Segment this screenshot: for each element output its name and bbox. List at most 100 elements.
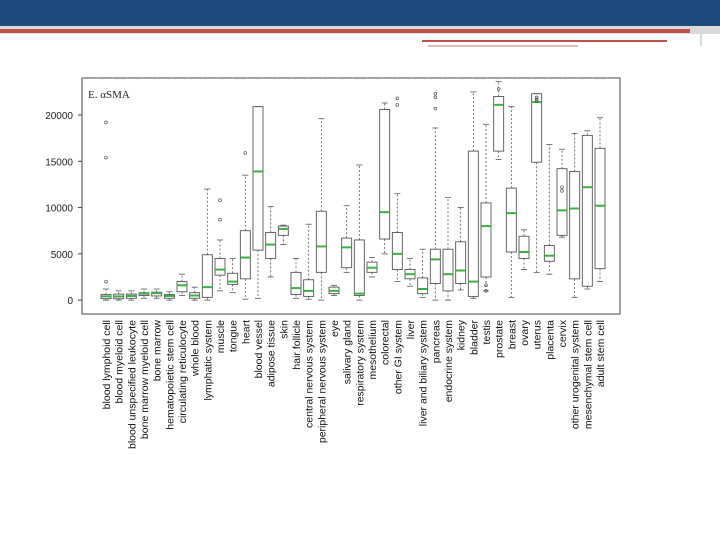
x-tick-label: bone marrow myeloid cell <box>139 320 151 439</box>
x-tick-label: skin <box>278 320 290 339</box>
box <box>493 96 505 152</box>
outlier-point <box>534 97 539 102</box>
x-axis-labels: blood lymphoid cell blood myeloid cell blo… <box>101 319 607 449</box>
outlier-point <box>243 151 248 155</box>
y-axis: 0 5000 10000 15000 20000 <box>45 111 82 307</box>
x-tick-label: testis <box>481 320 493 345</box>
chart-title: E. αSMA <box>88 89 130 101</box>
box <box>429 248 441 284</box>
x-tick-label: mesenchymal stem cell <box>582 320 594 429</box>
x-tick-label: blood vessel <box>253 320 265 378</box>
x-tick-label: whole blood <box>190 320 202 377</box>
x-tick-label: central nervous system <box>304 320 316 428</box>
y-tick-label: 0 <box>67 296 73 307</box>
boxes <box>100 93 606 300</box>
x-tick-label: bladder <box>468 320 480 356</box>
x-tick-label: endocrine system <box>443 320 455 403</box>
outlier-point <box>395 103 400 107</box>
y-tick-label: 5000 <box>51 250 74 261</box>
x-tick-label: peripheral nervous system <box>316 320 328 443</box>
box <box>201 254 213 298</box>
x-tick-label: heart <box>240 320 252 344</box>
slide-header-accent-stripe <box>0 29 690 33</box>
box <box>594 147 606 270</box>
box <box>531 93 543 163</box>
x-tick-label: salivary gland <box>342 320 354 384</box>
x-tick-label: hair follicle <box>291 320 303 370</box>
box <box>467 150 479 297</box>
outlier-point <box>433 106 438 111</box>
decorative-tick <box>700 34 702 46</box>
x-tick-label: adult stem cell <box>595 320 607 387</box>
box <box>176 281 188 293</box>
outlier-point <box>218 217 222 222</box>
x-tick-label: mesothelium <box>367 320 379 380</box>
slide-header-band <box>0 0 720 26</box>
x-tick-label: circulating reticulocyte <box>177 320 189 423</box>
x-tick-label: hematopoietic stem cell <box>164 320 176 430</box>
box <box>239 230 251 280</box>
medians <box>101 101 605 298</box>
box <box>379 109 391 240</box>
x-tick-label: ovary <box>519 319 531 345</box>
x-tick-label: placenta <box>544 320 556 360</box>
plot-frame <box>81 77 621 315</box>
x-tick-label: blood unspecified leukocyte <box>126 320 138 449</box>
outlier-point <box>433 95 438 100</box>
whiskers <box>103 81 603 301</box>
x-tick-label: tongue <box>228 320 240 352</box>
box <box>391 232 403 271</box>
box <box>417 277 429 295</box>
outlier-point <box>496 87 501 91</box>
x-tick-label: pancreas <box>430 320 442 363</box>
x-tick-label: bone marrow <box>152 320 164 382</box>
x-tick-label: cervix <box>557 319 569 347</box>
outlier-point <box>560 185 564 189</box>
box <box>480 202 492 278</box>
x-tick-label: breast <box>506 320 518 349</box>
outlier-point <box>104 155 108 160</box>
x-tick-label: lymphatic system <box>202 320 214 401</box>
outlier-point <box>560 189 564 193</box>
decorative-line <box>428 45 578 47</box>
x-tick-label: liver and biliary system <box>418 320 430 426</box>
box <box>455 241 467 284</box>
box <box>277 225 289 236</box>
box <box>252 106 264 251</box>
x-tick-label: other GI system <box>392 320 404 394</box>
x-tick-label: liver <box>405 320 417 340</box>
outlier-point <box>534 99 539 103</box>
y-tick-label: 10000 <box>45 204 73 215</box>
x-tick-label: uterus <box>532 320 544 349</box>
x-tick-label: adipose tissue <box>266 320 278 387</box>
x-tick-label: kidney <box>456 319 468 350</box>
y-tick-label: 20000 <box>45 111 73 122</box>
outlier-point <box>433 91 438 96</box>
outlier-point <box>104 120 108 125</box>
box <box>569 171 581 280</box>
box <box>303 279 315 297</box>
box <box>543 245 555 262</box>
decorative-line <box>422 40 667 42</box>
box <box>442 248 454 292</box>
outlier-point <box>395 96 400 101</box>
box <box>505 187 517 253</box>
x-tick-label: other urogenital system <box>570 320 582 429</box>
outlier-point <box>484 289 488 293</box>
x-tick-label: blood lymphoid cell <box>101 320 113 409</box>
box <box>518 235 530 259</box>
box <box>227 272 239 285</box>
box <box>581 134 593 287</box>
box <box>315 210 327 273</box>
outliers <box>104 87 564 293</box>
box <box>353 239 365 296</box>
outlier-point <box>484 283 488 288</box>
outlier-point <box>104 279 108 284</box>
x-tick-label: eye <box>329 320 341 337</box>
box <box>556 168 568 236</box>
x-tick-label: blood myeloid cell <box>114 320 126 403</box>
box <box>341 237 353 269</box>
y-tick-label: 15000 <box>45 157 73 168</box>
x-tick-label: prostate <box>494 320 506 358</box>
